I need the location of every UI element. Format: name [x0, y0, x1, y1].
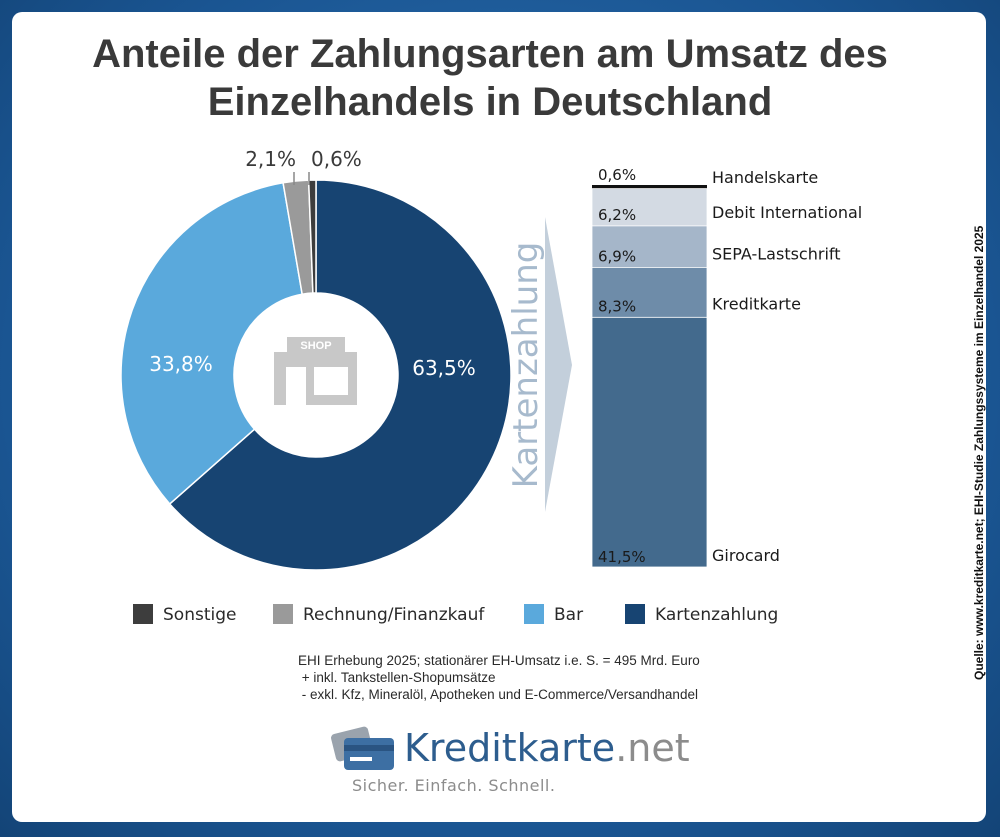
arrow-label: Kartenzahlung [506, 242, 546, 489]
donut-chart: 63,5% 33,8% 2,1% 0,6% [120, 147, 512, 571]
stack-category-debit_international: Debit International [712, 203, 862, 222]
vertical-source-credit: Quelle: www.kreditkarte.net; EHI-Studie … [972, 225, 986, 680]
legend-swatch-rechnung [273, 604, 293, 624]
legend-swatch-kartenzahlung [625, 604, 645, 624]
legend-label-kartenzahlung: Kartenzahlung [655, 605, 778, 625]
stack-value-handelskarte: 0,6% [598, 166, 636, 184]
kartenzahlung-arrow: Kartenzahlung [506, 217, 572, 512]
shop-icon-label: SHOP [300, 340, 331, 352]
brand-logo[interactable]: Kreditkarte.net Sicher. Einfach. Schnell… [330, 722, 730, 802]
logo-brand: Kreditkarte [404, 726, 616, 770]
stack-segment-handelskarte [592, 185, 707, 189]
donut-label-bar: 33,8% [149, 352, 213, 376]
donut-label-kartenzahlung: 63,5% [412, 356, 476, 380]
legend-label-sonstige: Sonstige [163, 605, 236, 625]
shop-icon: SHOP [274, 337, 357, 405]
source-note: EHI Erhebung 2025; stationärer EH-Umsatz… [298, 652, 818, 703]
stack-category-sepa: SEPA-Lastschrift [712, 244, 841, 263]
stack-segment-debit_international [591, 188, 708, 227]
chart-title-line-2: Einzelhandels in Deutschland [207, 80, 773, 124]
source-note-line-2: + inkl. Tankstellen-Shopumsätze [298, 670, 496, 685]
stack-segment-sepa [591, 225, 708, 268]
stack-segment-girocard [591, 316, 708, 568]
stack-category-handelskarte: Handelskarte [712, 168, 818, 187]
stack-category-kreditkarte: Kreditkarte [712, 294, 801, 313]
legend-label-bar: Bar [554, 605, 583, 625]
shop-icon-window [314, 367, 348, 395]
logo-wordmark: Kreditkarte.net [404, 726, 690, 770]
chart-title-line-1: Anteile der Zahlungsarten am Umsatz des [92, 32, 888, 76]
stack-category-girocard: Girocard [712, 546, 780, 565]
stack-segment-kreditkarte [591, 267, 708, 318]
stack-value-sepa: 6,9% [598, 247, 636, 265]
donut-slice-bar [120, 181, 304, 506]
legend-swatch-bar [524, 604, 544, 624]
expand-arrow-icon [545, 217, 572, 512]
stack-value-kreditkarte: 8,3% [598, 297, 636, 315]
donut-slice-kartenzahlung [168, 179, 512, 571]
credit-card-icon [331, 726, 394, 770]
donut-label-rechnung: 2,1% [245, 147, 296, 171]
legend: Sonstige Rechnung/Finanzkauf Bar Kartenzahl… [133, 604, 778, 625]
donut-slice-sonstige [307, 179, 317, 294]
stacked-bar-chart: 0,6% Handelskarte 6,2% Debit International 6… [591, 166, 862, 568]
logo-tld: .net [615, 726, 690, 770]
source-note-line-1: EHI Erhebung 2025; stationärer EH-Umsatz… [298, 653, 700, 668]
legend-label-rechnung: Rechnung/Finanzkauf [303, 605, 485, 625]
stack-value-debit_international: 6,2% [598, 206, 636, 224]
shop-icon-sign [287, 337, 345, 353]
donut-label-sonstige: 0,6% [311, 147, 362, 171]
logo-slogan: Sicher. Einfach. Schnell. [352, 776, 556, 795]
source-note-line-3: - exkl. Kfz, Mineralöl, Apotheken und E-… [298, 687, 698, 702]
stack-value-girocard: 41,5% [598, 548, 646, 566]
legend-swatch-sonstige [133, 604, 153, 624]
chart-title: Anteile der Zahlungsarten am Umsatz des … [20, 30, 960, 126]
